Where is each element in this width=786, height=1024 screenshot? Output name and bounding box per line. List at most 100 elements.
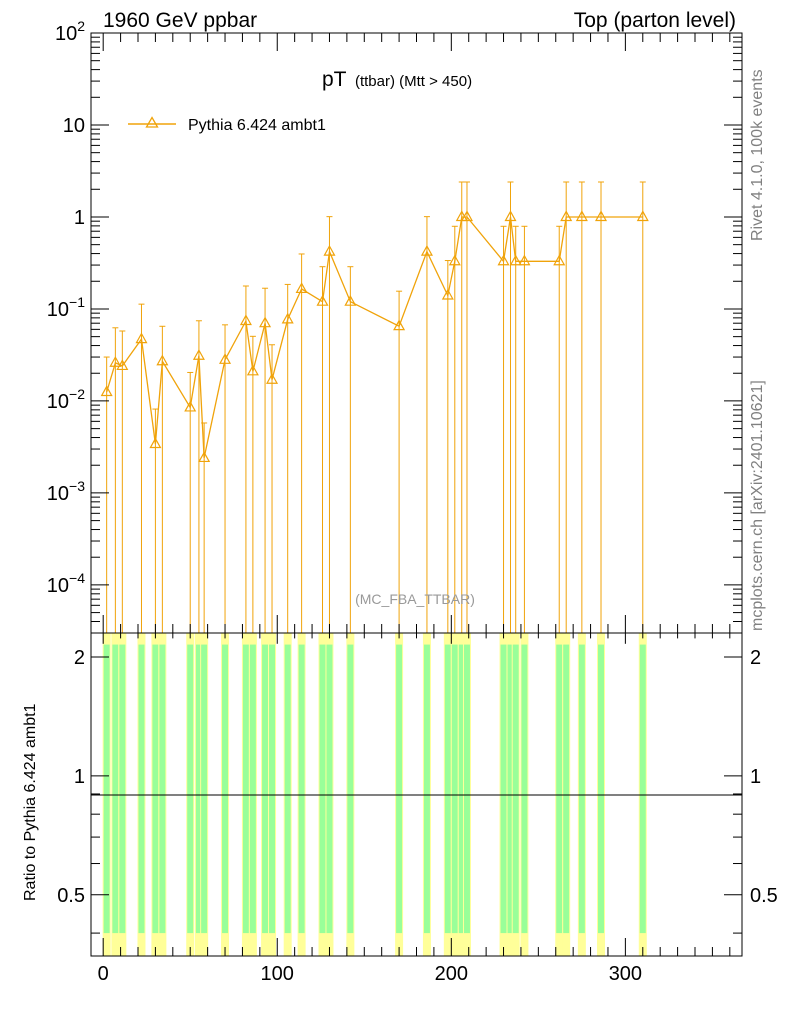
header-right: Top (parton level) — [573, 9, 736, 32]
x-tick-label: 200 — [435, 963, 468, 985]
data-point — [636, 210, 649, 222]
ratio-band-inner — [444, 644, 451, 934]
y-tick-label-exponent: −2 — [69, 386, 85, 402]
y-tick-label-base: 1 — [74, 207, 85, 229]
data-point — [184, 400, 197, 412]
x-tick-label: 100 — [261, 963, 294, 985]
data-point — [100, 385, 113, 397]
data-point — [323, 244, 336, 256]
y-tick-label: 102 — [55, 18, 85, 45]
ratio-band-inner — [284, 644, 291, 934]
ratio-band-inner — [598, 644, 605, 934]
ratio-band-inner — [563, 644, 570, 934]
y-tick-label-exponent: −3 — [69, 478, 85, 494]
rivet-version-label: Rivet 4.1.0, 100k events — [749, 69, 766, 241]
ratio-band-inner — [222, 644, 229, 934]
data-point — [393, 319, 406, 331]
ratio-y-tick-label-right: 0.5 — [750, 885, 778, 907]
data-point — [518, 254, 531, 266]
ratio-band-inner — [512, 644, 519, 934]
y-tick-label-exponent: 2 — [77, 18, 85, 34]
ratio-band-inner — [639, 644, 646, 934]
data-point — [192, 349, 205, 360]
data-point — [239, 314, 252, 326]
y-tick-label-exponent: −4 — [69, 570, 85, 586]
y-tick-label: 10−2 — [47, 386, 85, 413]
data-point — [246, 364, 259, 376]
y-tick-label-base: 10 — [55, 23, 77, 45]
y-tick-label-base: 10 — [63, 115, 85, 137]
y-tick-label-exponent: −1 — [69, 294, 85, 310]
data-point — [135, 332, 148, 344]
ratio-band-inner — [249, 644, 256, 934]
data-point — [149, 437, 162, 449]
ratio-band-inner — [500, 644, 507, 934]
data-point — [156, 354, 169, 366]
ratio-band-inner — [451, 644, 458, 934]
ratio-band-inner — [159, 644, 166, 934]
y-tick-label-base: 10 — [47, 299, 69, 321]
analysis-watermark: (MC_FBA_TTBAR) — [355, 591, 475, 607]
y-tick-label: 10 — [63, 115, 85, 137]
axis-ticks — [91, 32, 742, 956]
ratio-band-inner — [112, 644, 119, 934]
ratio-band-inner — [396, 644, 403, 934]
data-point — [497, 254, 510, 266]
y-tick-label: 10−3 — [47, 478, 85, 505]
ratio-band-inner — [187, 644, 194, 934]
series-path — [106, 216, 643, 459]
ratio-band-inner — [556, 644, 563, 934]
data-point — [441, 288, 454, 300]
plot-title-main: pT — [322, 68, 347, 91]
ratio-band-inner — [119, 644, 126, 934]
ratio-band-inner — [507, 644, 514, 934]
x-tick-label: 0 — [98, 963, 109, 985]
legend-marker — [145, 116, 159, 128]
ratio-y-tick-label: 0.5 — [57, 885, 85, 907]
data-point — [295, 282, 308, 294]
data-point — [594, 210, 608, 222]
data-point — [553, 254, 566, 266]
ratio-band-inner — [463, 644, 470, 934]
data-point — [109, 356, 122, 367]
ratio-y-tick-label: 2 — [74, 647, 85, 669]
y-tick-label: 1 — [74, 207, 85, 229]
ratio-band-inner — [138, 644, 145, 934]
header-left: 1960 GeV ppbar — [103, 9, 258, 32]
ratio-band-inner — [298, 644, 305, 934]
data-point — [560, 210, 573, 222]
legend: Pythia 6.424 ambt1 — [128, 116, 326, 134]
data-point — [316, 294, 329, 306]
ratio-band-inner — [269, 644, 276, 934]
ratio-band-inner — [326, 644, 333, 934]
plot-title: pT (ttbar) (Mtt > 450) — [322, 68, 472, 91]
ratio-band-inner — [201, 644, 208, 934]
data-point — [198, 451, 211, 463]
mcplots-reference-label: mcplots.cern.ch [arXiv:2401.10621] — [749, 380, 766, 631]
series-points — [100, 181, 649, 633]
ratio-y-tick-label-right: 1 — [750, 766, 761, 788]
y-tick-label: 10−1 — [47, 294, 85, 321]
y-tick-label: 10−4 — [47, 570, 85, 597]
ratio-y-tick-label: 1 — [74, 766, 85, 788]
data-point — [448, 254, 461, 266]
plot-title-sub: (ttbar) (Mtt > 450) — [355, 73, 472, 90]
data-point — [509, 254, 522, 266]
data-point — [219, 353, 232, 364]
data-point — [460, 210, 473, 222]
data-point — [266, 373, 279, 384]
ratio-y-tick-label-right: 2 — [750, 647, 761, 669]
data-point — [575, 210, 588, 222]
ratio-band-inner — [262, 644, 269, 934]
ratio-band-inner — [578, 644, 585, 934]
ratio-band-inner — [242, 644, 249, 934]
ratio-band-inner — [521, 644, 528, 934]
data-point — [116, 359, 129, 371]
ratio-band-inner — [103, 644, 110, 934]
ratio-band-inner — [347, 644, 354, 934]
ratio-band-inner — [423, 644, 430, 934]
ratio-band-inner — [458, 644, 465, 934]
data-point — [281, 312, 294, 324]
